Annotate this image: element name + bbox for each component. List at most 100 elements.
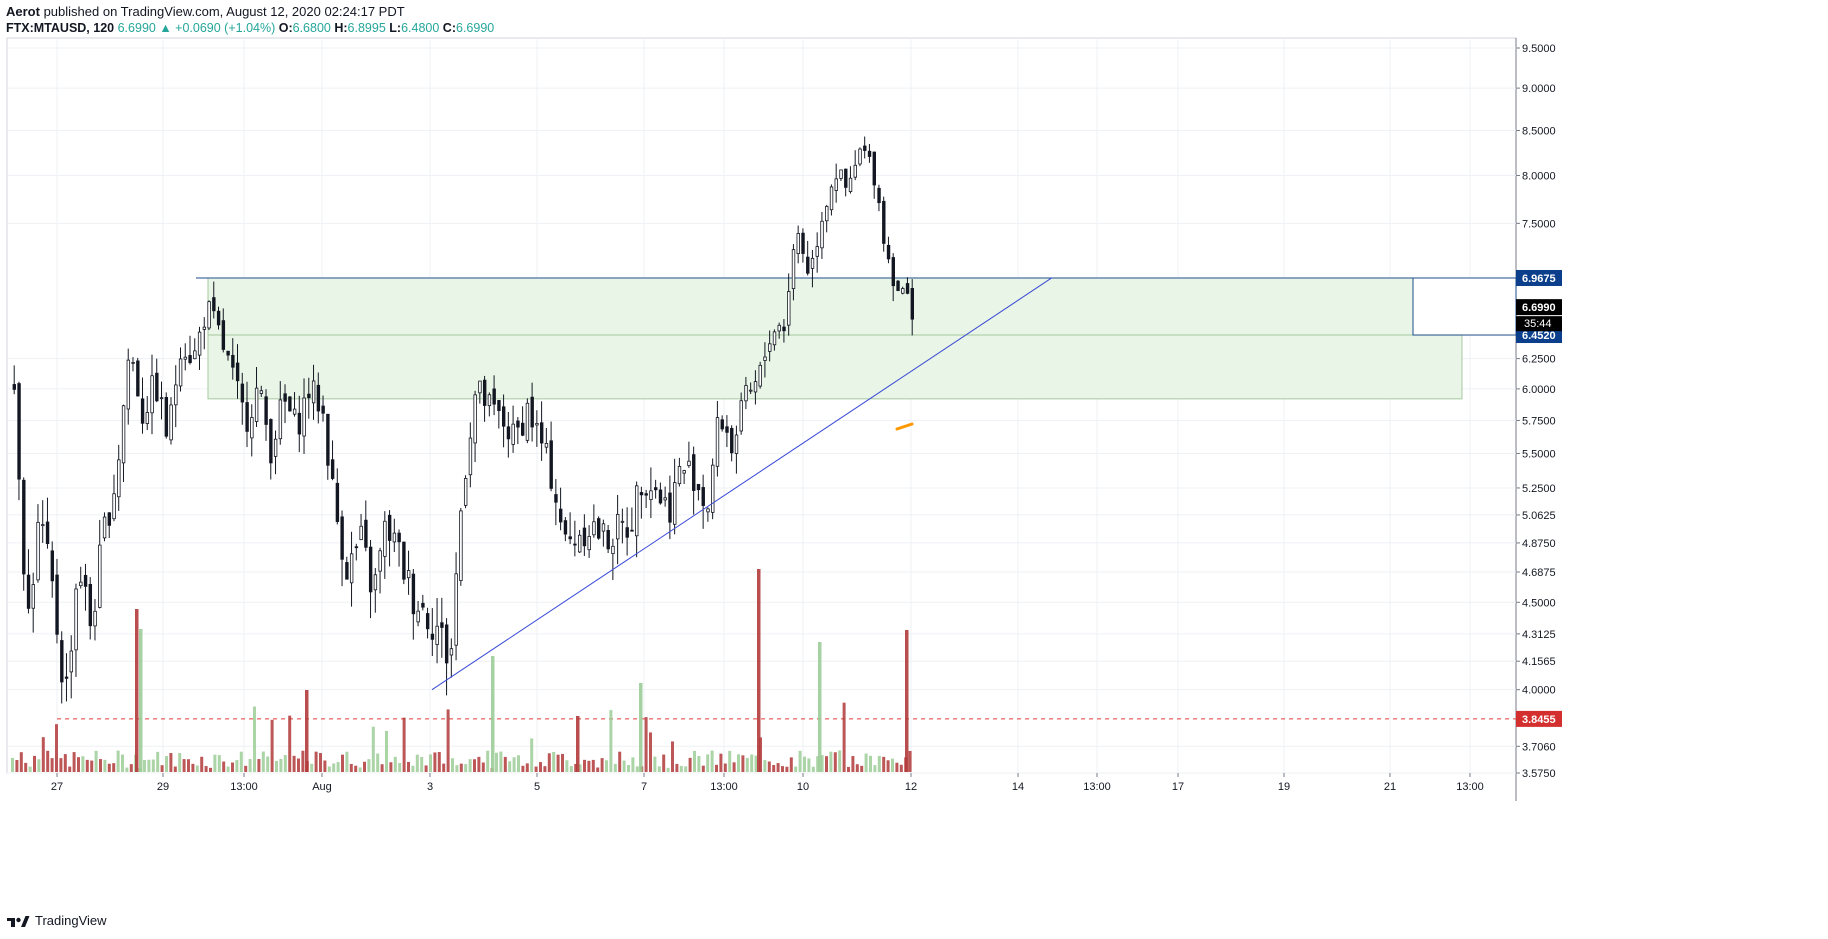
volume-bar [314, 751, 318, 772]
volume-bar [649, 732, 652, 772]
y-tick-label: 9.5000 [1522, 43, 1556, 55]
volume-bar [129, 764, 133, 772]
volume-bar [244, 765, 248, 772]
candle-body [98, 544, 102, 608]
candle-body [269, 419, 273, 464]
last-price: 6.6990 [117, 21, 156, 35]
candle-body [316, 384, 321, 412]
high-value: 6.8995 [347, 21, 386, 35]
candle-body [478, 380, 482, 394]
volume-bar [891, 758, 894, 772]
candle-body [877, 187, 881, 204]
candle-body [501, 406, 506, 427]
candle-body [235, 362, 240, 382]
candle-body [549, 440, 553, 489]
volume-bar [433, 752, 437, 772]
candle-body [69, 650, 74, 673]
candle-body [93, 610, 97, 627]
volume-bar [644, 717, 648, 772]
candle-body [687, 460, 691, 467]
dashed-level-price-tag: 3.8455 [1522, 714, 1556, 726]
candle-body [663, 497, 667, 501]
candle-body [183, 356, 188, 360]
volume-bar [239, 751, 243, 772]
volume-bar [415, 754, 419, 772]
volume-bar [24, 762, 28, 772]
volume-bar [178, 753, 182, 772]
volume-bar [719, 753, 723, 772]
volume-bar [688, 757, 692, 772]
candle-body [696, 483, 701, 491]
high-label: H: [334, 21, 348, 35]
volume-bar [310, 763, 314, 772]
x-tick-label: Aug [312, 781, 332, 793]
volume-bar [72, 752, 76, 772]
volume-bar [583, 759, 586, 772]
volume-bar [99, 759, 102, 772]
volume-bar [864, 753, 868, 772]
candle-body [326, 413, 330, 466]
volume-bar [605, 760, 608, 772]
volume-bar [745, 757, 749, 772]
volume-bar [798, 750, 802, 772]
candle-body [568, 536, 572, 540]
candle-body [867, 150, 872, 157]
volume-bar [429, 754, 432, 772]
y-tick-label: 4.8750 [1522, 538, 1556, 550]
candle-body [330, 459, 335, 479]
candle-body [563, 520, 568, 535]
volume-bar [565, 760, 569, 772]
candle-body [506, 426, 511, 440]
candle-body [482, 379, 487, 406]
volume-bar [547, 753, 551, 772]
volume-bar [552, 751, 556, 772]
volume-bar [763, 760, 767, 772]
x-tick-label: 13:00 [1083, 781, 1111, 793]
volume-bar [354, 765, 358, 772]
candle-body [758, 364, 762, 387]
volume-bar [851, 756, 855, 772]
candle-body [554, 494, 558, 503]
volume-spike [818, 642, 822, 772]
candle-body [682, 470, 686, 474]
candle-body [264, 396, 268, 425]
volume-bar [882, 756, 886, 772]
tradingview-brand[interactable]: TradingView [6, 912, 107, 928]
candle-body [559, 508, 563, 523]
volume-bar [706, 754, 710, 772]
volume-bar [754, 755, 758, 772]
candle-body [635, 485, 639, 537]
candle-body [454, 573, 458, 646]
volume-bar [301, 750, 305, 772]
author-name[interactable]: Aerot [6, 4, 40, 19]
symbol-label[interactable]: FTX:MTAUSD, 120 [6, 21, 115, 35]
candle-body [791, 249, 796, 290]
volume-bar [283, 755, 287, 772]
last-price-tag: 6.6990 [1522, 302, 1556, 314]
volume-bar [653, 756, 657, 772]
volume-bar [173, 766, 177, 772]
volume-bar [618, 751, 622, 772]
candle-body [801, 232, 805, 254]
x-tick-label: 13:00 [710, 781, 738, 793]
y-tick-label: 4.6875 [1522, 567, 1556, 579]
volume-bar [723, 763, 727, 772]
candle-body [250, 417, 254, 439]
volume-bar [477, 756, 481, 772]
volume-bar [816, 756, 820, 772]
candle-body [145, 412, 150, 425]
publish-info: Aerot published on TradingView.com, Augu… [6, 4, 405, 19]
candle-body [825, 206, 829, 222]
x-tick-label: 10 [797, 781, 809, 793]
volume-bar [591, 759, 595, 772]
candle-body [212, 297, 216, 312]
candle-body [421, 602, 425, 608]
candle-body [50, 550, 55, 582]
volume-bar [217, 755, 221, 772]
candle-body [463, 478, 468, 506]
volume-spike [139, 629, 143, 772]
candle-body [739, 400, 743, 432]
candle-body [753, 381, 758, 393]
volume-bar [213, 754, 217, 772]
